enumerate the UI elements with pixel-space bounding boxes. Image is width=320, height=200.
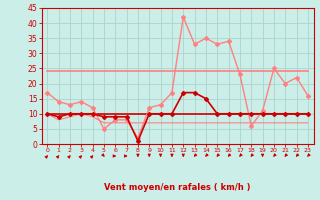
Text: Vent moyen/en rafales ( km/h ): Vent moyen/en rafales ( km/h ) <box>104 183 251 192</box>
